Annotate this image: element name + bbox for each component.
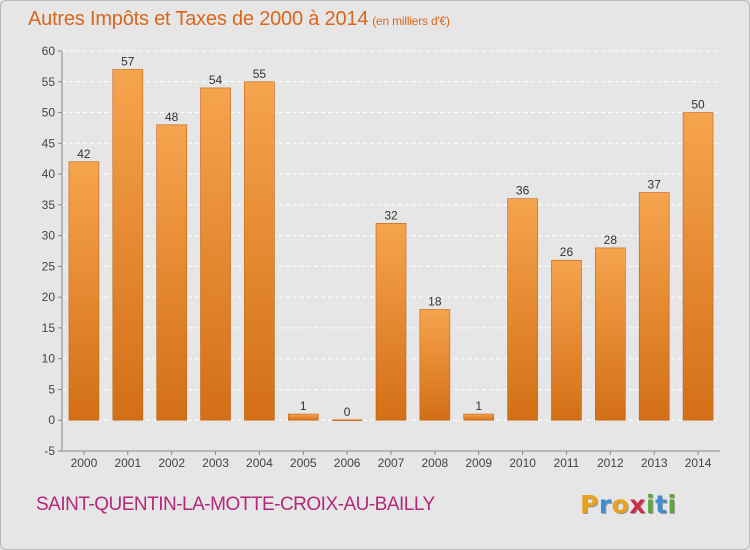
bar-2011 <box>551 259 582 421</box>
y-tick-label: 25 <box>42 259 56 273</box>
data-label-2011: 26 <box>560 245 574 259</box>
data-label-2002: 48 <box>165 110 179 124</box>
bar-2001 <box>112 69 144 421</box>
logo-letter: x <box>629 490 646 519</box>
x-tick-label-2000: 2000 <box>71 456 98 470</box>
data-label-2010: 36 <box>516 184 530 198</box>
data-label-2003: 54 <box>209 73 223 87</box>
x-tick-label-2011: 2011 <box>554 456 580 470</box>
data-label-2006: 0 <box>344 405 351 419</box>
data-label-2014: 50 <box>691 98 705 112</box>
data-label-2000: 42 <box>77 147 91 161</box>
x-tick-label-2005: 2005 <box>290 456 317 470</box>
x-tick-label-2012: 2012 <box>597 456 624 470</box>
chart-title: Autres Impôts et Taxes de 2000 à 2014 (en… <box>28 8 450 31</box>
commune-name: SAINT-QUENTIN-LA-MOTTE-CROIX-AU-BAILLY <box>36 494 435 515</box>
bar-2002 <box>156 124 187 421</box>
bar-2010 <box>507 198 538 421</box>
data-label-2005: 1 <box>300 399 307 413</box>
y-tick-label: 15 <box>42 321 56 335</box>
logo-letter: i <box>646 490 656 519</box>
y-tick-label: 40 <box>42 167 56 181</box>
bar-2012 <box>595 247 626 421</box>
data-label-2013: 37 <box>648 178 662 192</box>
x-tick-label-2001: 2001 <box>114 456 141 470</box>
x-tick-label-2014: 2014 <box>685 456 712 470</box>
logo-letter: P <box>580 490 599 519</box>
chart-title-text: Autres Impôts et Taxes de 2000 à 2014 <box>28 8 369 30</box>
bar-2008 <box>419 309 451 421</box>
data-label-2001: 57 <box>121 54 135 68</box>
x-tick-label-2013: 2013 <box>641 456 668 470</box>
bar-2004 <box>244 81 275 421</box>
x-tick-label-2008: 2008 <box>422 456 449 470</box>
y-tick-label: 50 <box>42 106 56 120</box>
chart-unit: (en milliers d'€) <box>372 14 450 28</box>
x-tick-label-2004: 2004 <box>246 456 273 470</box>
logo-letter: r <box>598 490 612 519</box>
bar-2013 <box>638 192 670 421</box>
bar-2007 <box>375 223 407 421</box>
y-tick-label: -5 <box>44 444 55 458</box>
x-tick-label-2002: 2002 <box>158 456 185 470</box>
bar-2014 <box>682 112 714 421</box>
y-tick-label: 45 <box>42 136 56 150</box>
y-tick-label: 60 <box>42 44 56 58</box>
data-label-2004: 55 <box>253 67 267 81</box>
x-tick-label-2003: 2003 <box>202 456 229 470</box>
data-labels: 42 57 48 54 55 1 0 32 18 1 36 26 28 37 50 <box>77 54 705 419</box>
data-label-2009: 1 <box>475 399 482 413</box>
y-tick-label: 55 <box>42 75 56 89</box>
proxiti-logo[interactable]: Proxiti <box>580 490 677 519</box>
data-label-2007: 32 <box>384 208 398 222</box>
y-tick-label: 0 <box>48 413 55 427</box>
y-tick-label: 20 <box>42 290 56 304</box>
x-tick-label-2009: 2009 <box>465 456 492 470</box>
y-tick-label: 30 <box>42 229 56 243</box>
bar-2000 <box>68 161 100 421</box>
bars <box>68 69 714 421</box>
data-label-2008: 18 <box>428 294 442 308</box>
x-tick-label-2010: 2010 <box>509 456 536 470</box>
y-tick-label: 5 <box>48 382 55 396</box>
x-tick-label-2006: 2006 <box>334 456 361 470</box>
bar-2003 <box>200 87 231 421</box>
logo-letter: i <box>667 490 677 519</box>
y-tick-label: 35 <box>42 198 56 212</box>
logo-letter: t <box>655 490 668 519</box>
data-label-2012: 28 <box>604 233 618 247</box>
x-tick-label-2007: 2007 <box>378 456 405 470</box>
logo-letter: o <box>611 490 630 519</box>
bar-2005 <box>287 413 319 421</box>
bar-2009 <box>463 413 495 421</box>
y-tick-label: 10 <box>42 352 56 366</box>
